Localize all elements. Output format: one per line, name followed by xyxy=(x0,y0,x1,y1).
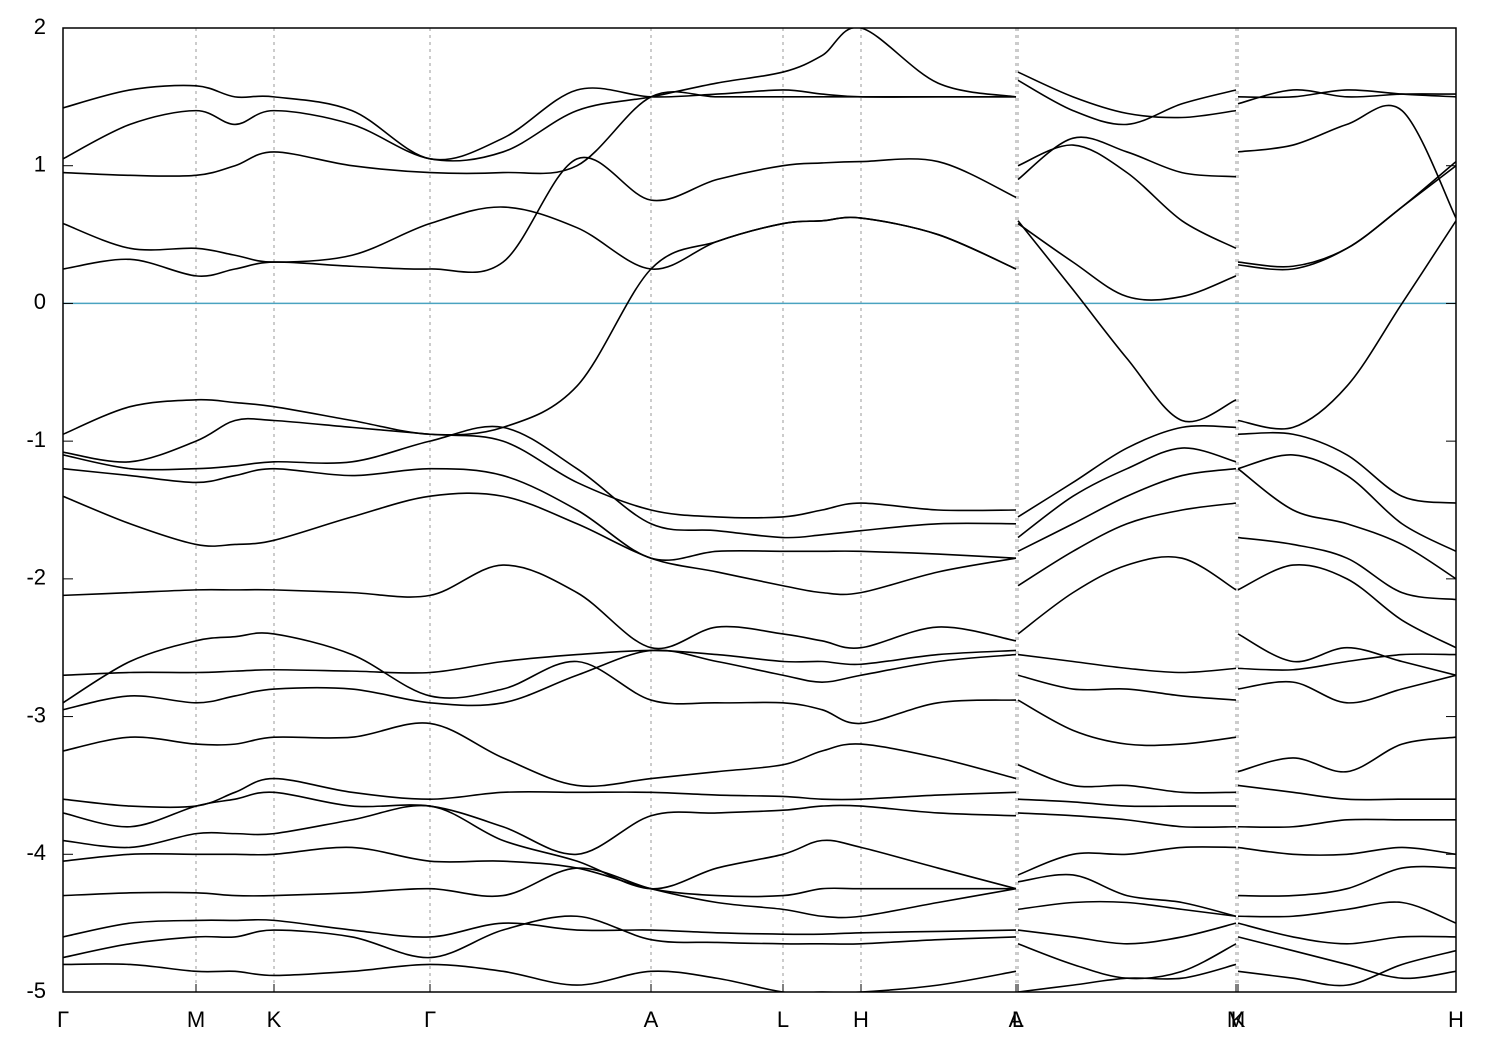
x-tick-label: L xyxy=(1012,1007,1024,1032)
x-tick-label: H xyxy=(1448,1007,1464,1032)
band-line xyxy=(63,791,1456,856)
y-tick-label: -5 xyxy=(26,978,46,1003)
band-line xyxy=(63,804,1456,890)
y-tick-label: -2 xyxy=(26,565,46,590)
band-line xyxy=(63,417,1456,519)
x-tick-label: A xyxy=(1009,1007,1024,1032)
x-tick-label: M xyxy=(1227,1007,1245,1032)
y-tick-label: -1 xyxy=(26,427,46,452)
band-line xyxy=(63,144,1456,277)
band-line xyxy=(63,467,1456,580)
x-tick-label: M xyxy=(187,1007,205,1032)
band-line xyxy=(63,492,1456,601)
y-tick-label: -4 xyxy=(26,840,46,865)
band-line xyxy=(63,777,1456,809)
band-line xyxy=(63,918,1456,945)
band-line xyxy=(63,79,1456,161)
plot-frame xyxy=(62,27,1457,993)
x-tick-label: K xyxy=(267,1007,282,1032)
y-tick-label: 1 xyxy=(34,152,46,177)
x-tick-label: Γ xyxy=(424,1007,436,1032)
band-line xyxy=(63,90,1456,219)
band-line xyxy=(63,425,1456,553)
band-line xyxy=(63,555,1456,650)
x-tick-label: H xyxy=(853,1007,869,1032)
band-line xyxy=(63,649,1456,711)
y-tick-label: 0 xyxy=(34,289,46,314)
x-tick-label: A xyxy=(644,1007,659,1032)
band-line xyxy=(63,28,1456,162)
band-line xyxy=(63,722,1456,794)
x-tick-label: Γ xyxy=(57,1007,69,1032)
x-tick-label: K xyxy=(1231,1007,1246,1032)
band-line xyxy=(63,936,1456,992)
y-tick-label: -3 xyxy=(26,702,46,727)
band-line xyxy=(63,649,1456,677)
band-line xyxy=(63,216,1456,436)
band-line xyxy=(63,846,1456,918)
band-line xyxy=(63,160,1456,301)
y-tick-label: 2 xyxy=(34,14,46,39)
band-line xyxy=(63,867,1456,924)
bands-layer xyxy=(63,28,1456,992)
band-line xyxy=(63,632,1456,747)
x-tick-label: L xyxy=(777,1007,789,1032)
grid-layer xyxy=(62,28,1457,992)
